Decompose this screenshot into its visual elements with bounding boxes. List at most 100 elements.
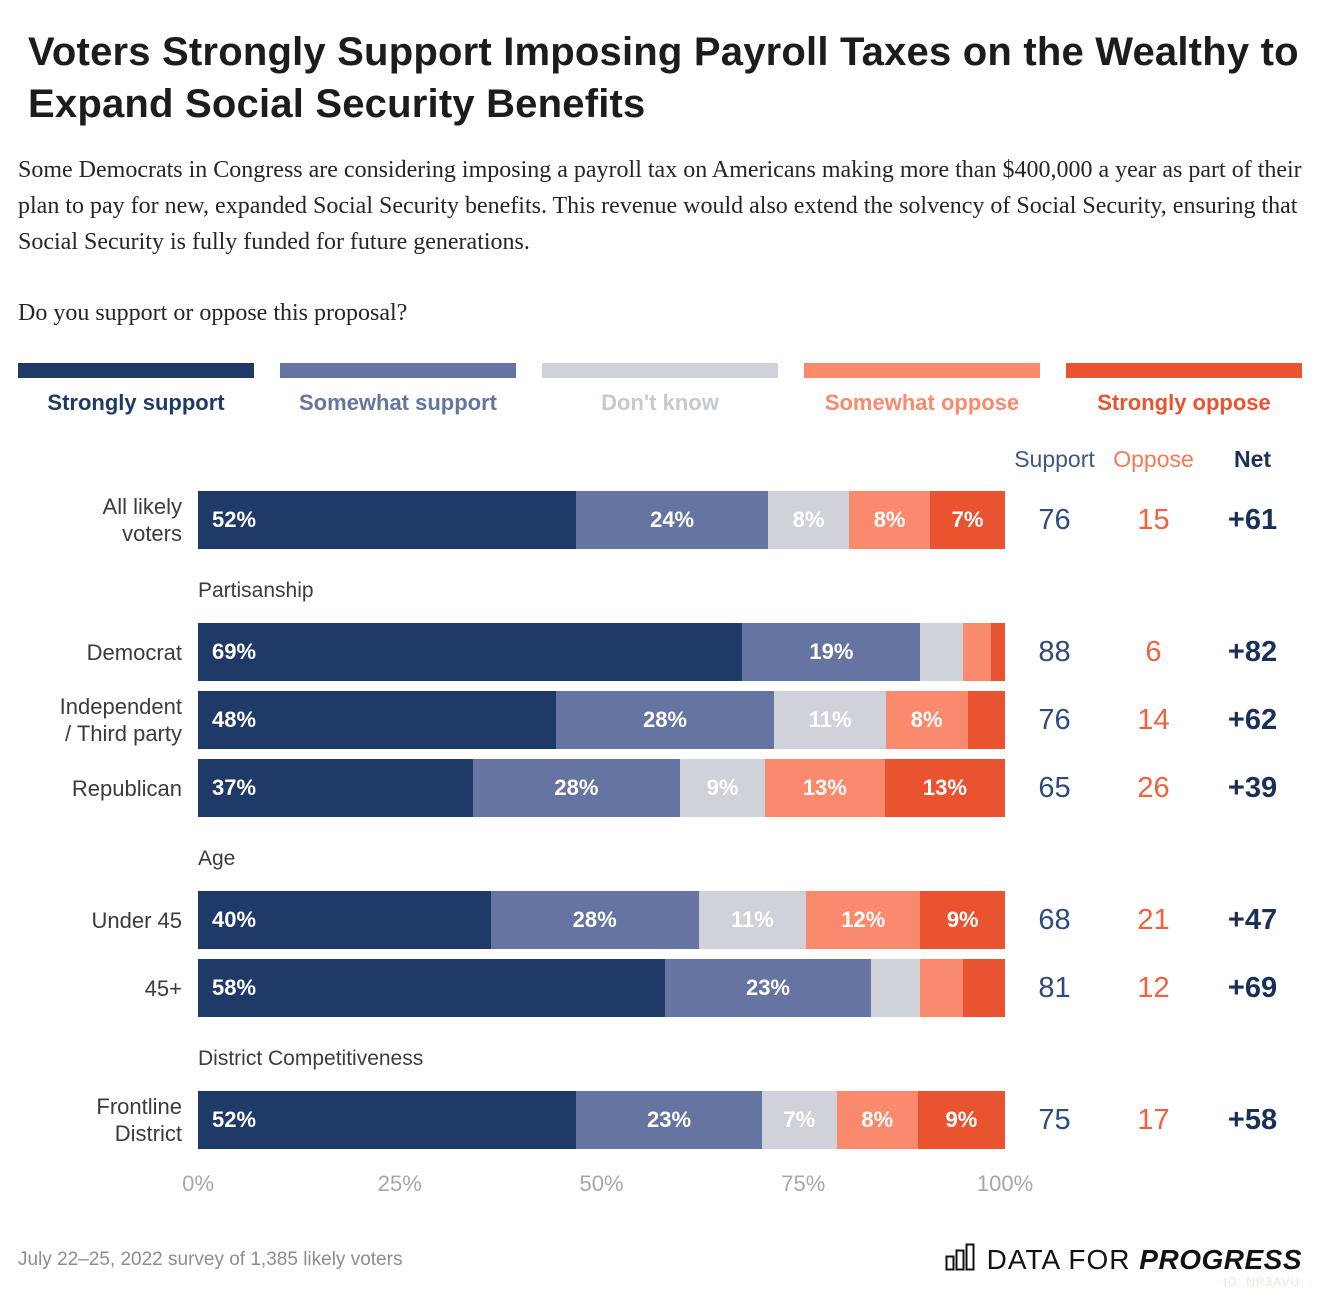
bar-segment: 69% xyxy=(198,623,743,681)
segment-value-label: 9% xyxy=(945,1107,978,1132)
legend-item: Somewhat support xyxy=(280,363,516,416)
chart-row: Frontline District 52% 23% 7% 8% 9% 75 17 +58 xyxy=(18,1091,1302,1149)
bar-segment: 58% xyxy=(198,959,665,1017)
chart-description: Some Democrats in Congress are consideri… xyxy=(18,157,1302,255)
bar-segment: 13% xyxy=(884,759,1005,817)
section-label: Age xyxy=(198,847,236,870)
support-value: 81 xyxy=(1038,971,1071,1004)
legend-swatch xyxy=(804,363,1040,378)
row-label: All likely voters xyxy=(102,494,182,546)
segment-value-label: 8% xyxy=(792,507,825,532)
segment-value-label: 8% xyxy=(910,707,943,732)
oppose-value: 12 xyxy=(1137,971,1170,1004)
legend-swatch xyxy=(1066,363,1302,378)
stacked-bar: 69% 19% xyxy=(198,623,1006,681)
legend-label: Somewhat oppose xyxy=(824,390,1020,415)
bar-segment xyxy=(920,959,963,1017)
section-label: District Competitiveness xyxy=(198,1047,424,1070)
support-column-header: Support xyxy=(1014,446,1095,472)
support-value: 65 xyxy=(1038,771,1071,804)
segment-value-label: 7% xyxy=(951,507,984,532)
x-axis-tick: 100% xyxy=(976,1171,1034,1196)
legend-label: Strongly oppose xyxy=(1097,390,1271,415)
logo-prefix: DATA FOR xyxy=(986,1243,1131,1275)
net-value: +62 xyxy=(1227,703,1278,736)
segment-value-label: 8% xyxy=(873,507,906,532)
bar-segment xyxy=(967,691,1005,749)
chart-row: Republican 37% 28% 9% 13% 13% 65 26 +39 xyxy=(18,759,1302,817)
logo-suffix: PROGRESS xyxy=(1139,1243,1302,1275)
bar-segment xyxy=(962,623,991,681)
bar-segment: 7% xyxy=(761,1091,837,1149)
oppose-value: 26 xyxy=(1137,771,1170,804)
x-axis-tick: 75% xyxy=(781,1171,826,1196)
segment-value-label: 13% xyxy=(802,775,847,800)
oppose-column-header: Oppose xyxy=(1113,446,1194,472)
segment-value-label: 9% xyxy=(946,907,979,932)
page-title: Voters Strongly Support Imposing Payroll… xyxy=(28,30,1299,126)
segment-value-label: 37% xyxy=(212,775,257,800)
row-label: Republican xyxy=(71,775,182,801)
x-axis-tick: 25% xyxy=(377,1171,422,1196)
bar-segment xyxy=(962,959,1005,1017)
stacked-bar: 37% 28% 9% 13% 13% xyxy=(198,759,1005,817)
x-axis-tick: 50% xyxy=(579,1171,624,1196)
watermark-id: ID: NR3AVU xyxy=(1223,1275,1300,1289)
bar-segment: 40% xyxy=(198,891,491,949)
segment-value-label: 24% xyxy=(650,507,695,532)
support-value: 75 xyxy=(1038,1103,1071,1136)
oppose-value: 17 xyxy=(1137,1103,1170,1136)
stacked-bar: 58% 23% xyxy=(198,959,1005,1017)
segment-value-label: 48% xyxy=(212,707,257,732)
chart-page: Voters Strongly Support Imposing Payroll… xyxy=(0,26,1320,1310)
bar-segment: 11% xyxy=(774,691,886,749)
bar-segment: 8% xyxy=(885,691,968,749)
bar-segment: 52% xyxy=(198,1091,577,1149)
net-value: +69 xyxy=(1227,971,1278,1004)
segment-value-label: 12% xyxy=(841,907,886,932)
segment-value-label: 23% xyxy=(745,975,790,1000)
bar-segment: 28% xyxy=(490,891,699,949)
oppose-value: 14 xyxy=(1137,703,1170,736)
chart-row: 45+ 58% 23% 81 12 +69 xyxy=(18,959,1302,1017)
bar-segment: 8% xyxy=(849,491,931,549)
segment-value-label: 11% xyxy=(808,707,852,732)
legend-label: Don't know xyxy=(601,390,719,415)
chart-row: Independent / Third party 48% 28% 11% 8% 76 14… xyxy=(18,691,1302,749)
segment-value-label: 19% xyxy=(809,639,854,664)
section-label: Partisanship xyxy=(198,579,314,602)
legend-swatch xyxy=(280,363,516,378)
support-value: 68 xyxy=(1038,903,1071,936)
legend-label: Somewhat support xyxy=(298,390,497,415)
legend-item: Somewhat oppose xyxy=(804,363,1040,416)
segment-value-label: 28% xyxy=(642,707,687,732)
net-value: +82 xyxy=(1227,635,1278,668)
bar-segment: 28% xyxy=(472,759,681,817)
segment-value-label: 52% xyxy=(212,507,257,532)
x-axis: 0% 25% 50% 75% 100% xyxy=(182,1171,1033,1199)
bar-segment xyxy=(920,623,963,681)
net-value: +61 xyxy=(1227,503,1278,536)
bar-segment: 52% xyxy=(198,491,577,549)
bar-segment: 8% xyxy=(768,491,850,549)
stacked-bar: 48% 28% 11% 8% xyxy=(198,691,1005,749)
data-for-progress-logo: DATA FOR PROGRESS ID: NR3AVU xyxy=(945,1243,1302,1289)
segment-value-label: 7% xyxy=(783,1107,816,1132)
support-value: 76 xyxy=(1038,503,1071,536)
chart-rows: All likely voters 52% 24% 8% 8% 7% 76 15 +61 Part… xyxy=(18,491,1302,1149)
chart-row: All likely voters 52% 24% 8% 8% 7% 76 15 +61 xyxy=(18,491,1302,549)
bar-segment: 28% xyxy=(555,691,775,749)
bar-segment: 11% xyxy=(698,891,807,949)
bar-segment: 9% xyxy=(920,891,1005,949)
row-label: Independent / Third party xyxy=(59,694,182,746)
segment-value-label: 40% xyxy=(212,907,257,932)
net-column-header: Net xyxy=(1233,446,1272,472)
bar-segment xyxy=(990,623,1006,681)
bar-segment: 13% xyxy=(764,759,885,817)
x-axis-tick: 0% xyxy=(182,1171,214,1196)
legend-label: Strongly support xyxy=(47,390,225,415)
row-label: Frontline District xyxy=(96,1094,182,1146)
segment-value-label: 9% xyxy=(706,775,739,800)
segment-value-label: 11% xyxy=(730,907,774,932)
bar-segment: 19% xyxy=(742,623,921,681)
